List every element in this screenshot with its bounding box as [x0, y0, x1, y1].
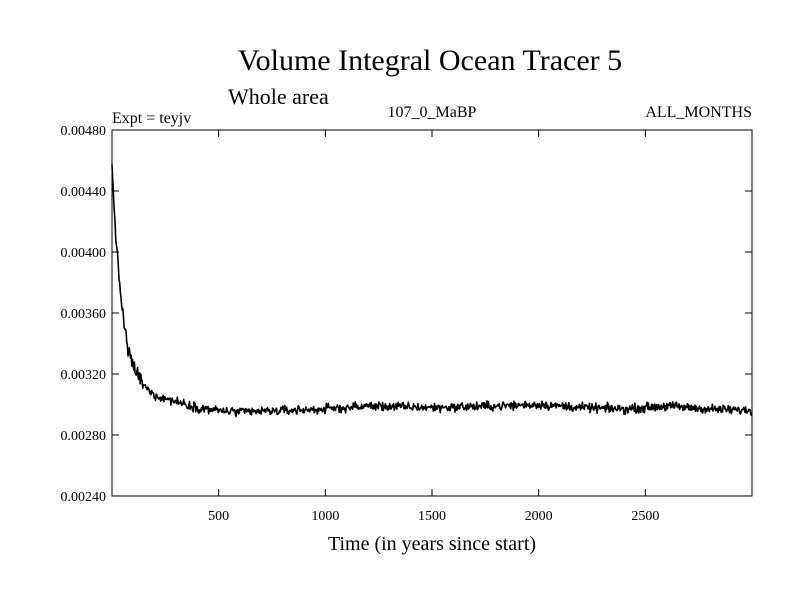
series-line-tracer-5	[111, 164, 753, 418]
x-axis-ticks: 500 1000 1500 2000 2500	[208, 130, 659, 524]
x-tick-label: 2500	[631, 509, 659, 524]
chart-subtitle: Whole area	[228, 84, 329, 109]
y-tick-label: 0.00360	[61, 307, 107, 322]
x-tick-label: 1500	[418, 509, 446, 524]
period-label: 107_0_MaBP	[388, 104, 477, 121]
chart-title: Volume Integral Ocean Tracer 5	[238, 44, 622, 77]
y-tick-label: 0.00440	[61, 185, 107, 200]
x-tick-label: 2000	[525, 509, 553, 524]
y-tick-label: 0.00480	[61, 124, 107, 139]
y-axis-ticks: 0.00240 0.00280 0.00320 0.00360 0.00400 0.004…	[61, 124, 752, 505]
months-label: ALL_MONTHS	[645, 104, 752, 121]
x-tick-label: 500	[208, 509, 229, 524]
y-tick-label: 0.00400	[61, 246, 107, 261]
y-tick-label: 0.00320	[61, 368, 107, 383]
y-tick-label: 0.00240	[61, 490, 107, 505]
x-tick-label: 1000	[311, 509, 339, 524]
x-axis-label: Time (in years since start)	[328, 533, 536, 555]
expt-label: Expt = teyjv	[112, 110, 191, 127]
y-tick-label: 0.00280	[61, 429, 107, 444]
